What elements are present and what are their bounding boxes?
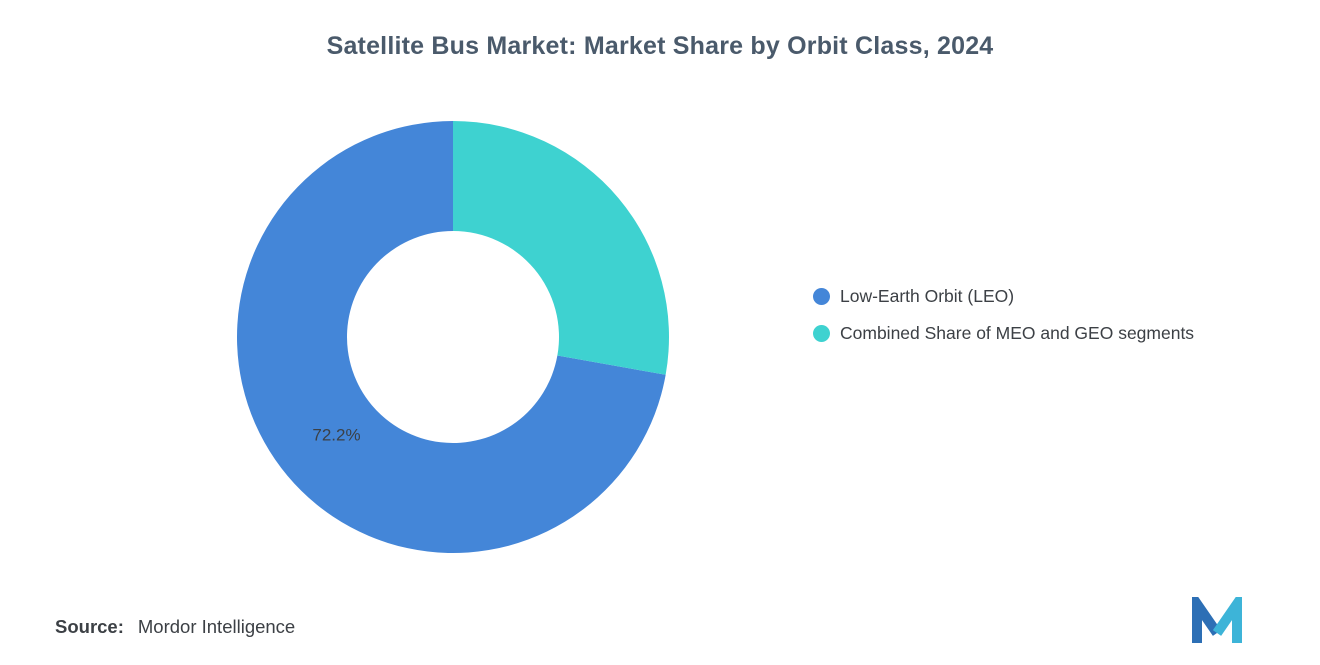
legend: Low-Earth Orbit (LEO) Combined Share of … <box>813 286 1194 360</box>
legend-item-meo-geo: Combined Share of MEO and GEO segments <box>813 323 1194 344</box>
legend-item-leo: Low-Earth Orbit (LEO) <box>813 286 1194 307</box>
source-label: Source: <box>55 616 124 637</box>
legend-swatch-leo-icon <box>813 288 830 305</box>
pie-slice-1 <box>453 121 669 375</box>
mordor-intelligence-logo-icon <box>1192 597 1242 643</box>
legend-label-meo-geo: Combined Share of MEO and GEO segments <box>840 323 1195 343</box>
source-value: Mordor Intelligence <box>137 616 296 637</box>
pie-slice-0 <box>236 121 666 553</box>
donut-chart: 72.2% <box>236 121 669 553</box>
source-line: Source: Mordor Intelligence <box>55 616 295 638</box>
chart-title: Satellite Bus Market: Market Share by Or… <box>326 32 994 60</box>
legend-swatch-meo-geo-icon <box>813 325 830 342</box>
legend-label-leo: Low-Earth Orbit (LEO) <box>840 286 1015 306</box>
slice-value-label: 72.2% <box>312 426 360 445</box>
